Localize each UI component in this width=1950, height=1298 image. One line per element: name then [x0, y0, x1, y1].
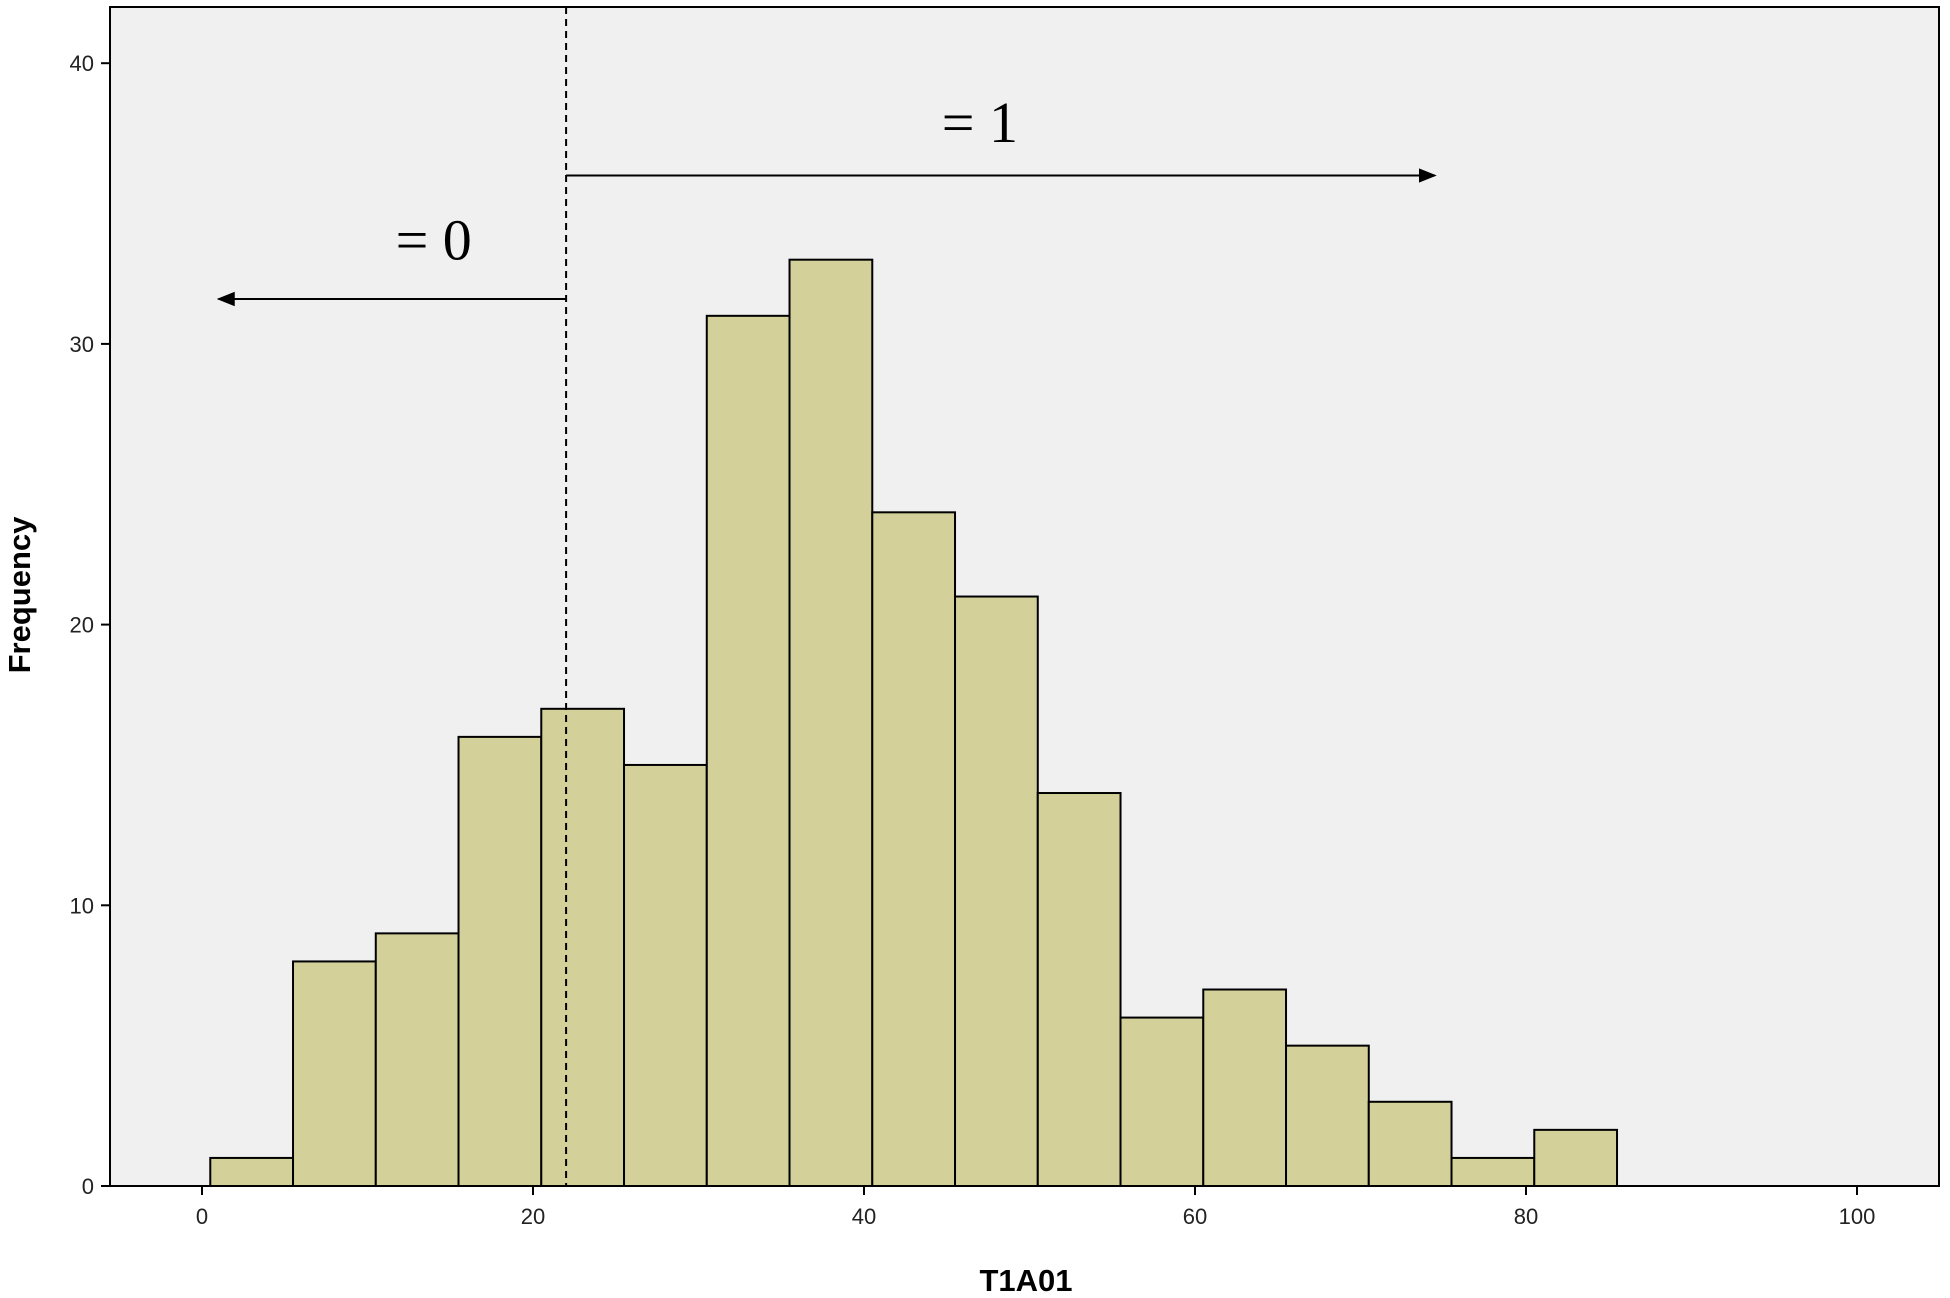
- y-tick-label-0: 0: [82, 1174, 94, 1199]
- histogram-bar-7: [788, 258, 874, 1187]
- histogram-bar-0: [209, 1156, 295, 1188]
- y-tick-label-2: 20: [70, 613, 94, 638]
- histogram-bar-14: [1367, 1100, 1453, 1188]
- histogram-bar-11: [1119, 1016, 1205, 1188]
- x-axis: 0 20 40 60 80 100: [196, 1186, 1875, 1229]
- x-tick-label-0: 0: [196, 1204, 208, 1229]
- histogram-bar-4: [540, 707, 626, 1187]
- histogram-bar-1: [292, 960, 377, 1187]
- y-axis: 0 10 20 30 40: [70, 51, 110, 1199]
- histogram-bar-13: [1285, 1044, 1370, 1188]
- histogram-bar-10: [1036, 792, 1122, 1188]
- histogram-bar-5: [623, 763, 708, 1187]
- histogram-bar-15: [1450, 1156, 1536, 1188]
- x-tick-label-5: 100: [1839, 1204, 1876, 1229]
- y-tick-label-4: 40: [70, 51, 94, 76]
- histogram-bars: [209, 258, 1619, 1188]
- histogram-bar-16: [1533, 1128, 1619, 1187]
- histogram-bar-8: [871, 511, 957, 1187]
- histogram-bar-12: [1202, 988, 1288, 1188]
- histogram-bar-9: [954, 595, 1039, 1187]
- x-tick-label-3: 60: [1183, 1204, 1207, 1229]
- histogram-bar-2: [374, 932, 460, 1187]
- x-axis-title: T1A01: [979, 1263, 1072, 1298]
- x-tick-label-4: 80: [1514, 1204, 1538, 1229]
- y-tick-label-3: 30: [70, 332, 94, 357]
- histogram-bar-6: [705, 314, 791, 1187]
- x-tick-label-1: 20: [521, 1204, 545, 1229]
- annotation-label-1: = 1: [942, 90, 1018, 155]
- histogram-bar-3: [457, 735, 543, 1187]
- y-axis-title: Frequency: [2, 516, 37, 674]
- y-tick-label-1: 10: [70, 893, 94, 918]
- annotation-label-0: = 0: [396, 208, 472, 273]
- x-tick-label-2: 40: [852, 1204, 876, 1229]
- annotations: = 0 = 1: [216, 90, 1437, 307]
